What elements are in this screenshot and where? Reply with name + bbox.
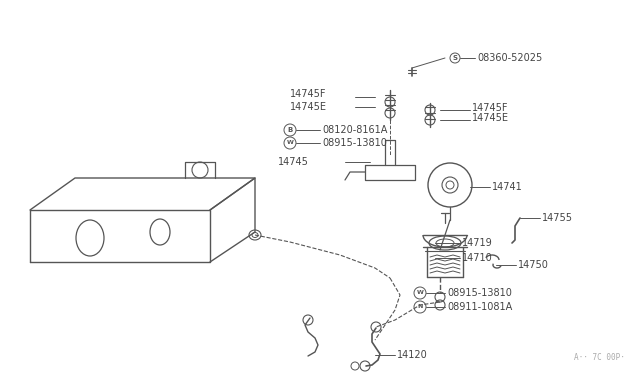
Text: B: B (287, 127, 292, 133)
Text: 14755: 14755 (542, 213, 573, 223)
Text: 08911-1081A: 08911-1081A (447, 302, 512, 312)
Text: N: N (417, 305, 422, 310)
Text: 08360-52025: 08360-52025 (477, 53, 542, 63)
Text: 14710: 14710 (462, 253, 493, 263)
Text: W: W (287, 141, 293, 145)
Text: 14745F: 14745F (290, 89, 326, 99)
Text: W: W (417, 291, 424, 295)
Text: 14745F: 14745F (472, 103, 509, 113)
Text: A·· 7C 00P·: A·· 7C 00P· (574, 353, 625, 362)
Text: 08120-8161A: 08120-8161A (322, 125, 387, 135)
Text: 08915-13810: 08915-13810 (322, 138, 387, 148)
Text: 14741: 14741 (492, 182, 523, 192)
Text: 08915-13810: 08915-13810 (447, 288, 512, 298)
Text: 14745: 14745 (278, 157, 309, 167)
Text: 14120: 14120 (397, 350, 428, 360)
Text: S: S (452, 55, 458, 61)
Text: 14745E: 14745E (472, 113, 509, 123)
Text: 14745E: 14745E (290, 102, 327, 112)
Text: 14750: 14750 (518, 260, 549, 270)
Text: 14719: 14719 (462, 238, 493, 248)
